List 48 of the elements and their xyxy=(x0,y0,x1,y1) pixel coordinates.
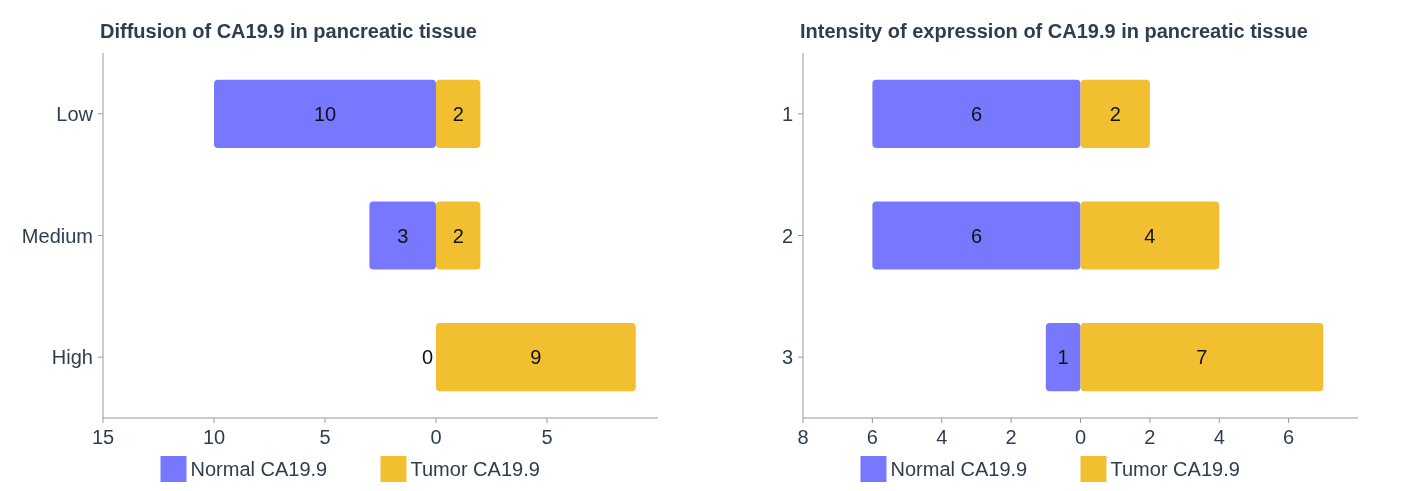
x-tick-label: 4 xyxy=(936,426,948,448)
y-tick-label: 1 xyxy=(781,102,793,125)
bar xyxy=(436,79,481,148)
legend-label: Normal CA19.9 xyxy=(890,458,1028,480)
legend-label: Normal CA19.9 xyxy=(190,458,328,480)
x-tick-label: 6 xyxy=(866,426,878,448)
chart-title: Intensity of expression of CA19.9 in pancreatic tissue xyxy=(800,20,1308,42)
data-label: 2 xyxy=(452,102,464,125)
x-tick-label: 6 xyxy=(1283,426,1295,448)
data-label: 1 xyxy=(1057,346,1069,369)
legend-label: Tumor CA19.9 xyxy=(1110,458,1240,480)
data-label: 0 xyxy=(421,346,433,369)
bar xyxy=(436,201,481,270)
y-tick-label: 2 xyxy=(781,224,793,247)
data-label: 6 xyxy=(970,102,982,125)
bar xyxy=(214,79,436,148)
bar xyxy=(436,323,636,392)
legend-label: Tumor CA19.9 xyxy=(410,458,540,480)
bar xyxy=(872,79,1081,148)
x-tick-label: 2 xyxy=(1144,426,1156,448)
y-tick-label: 3 xyxy=(781,346,793,369)
bar xyxy=(369,201,436,270)
x-tick-label: 5 xyxy=(319,426,331,448)
x-tick-label: 15 xyxy=(91,426,115,448)
data-label: 7 xyxy=(1196,346,1208,369)
chart-title: Diffusion of CA19.9 in pancreatic tissue xyxy=(100,20,477,42)
data-label: 9 xyxy=(530,346,542,369)
bar xyxy=(872,201,1081,270)
bar xyxy=(1080,323,1324,392)
x-tick-label: 0 xyxy=(1074,426,1087,448)
data-label: 2 xyxy=(452,224,464,247)
data-label: 4 xyxy=(1144,224,1156,247)
bar xyxy=(1080,201,1220,270)
x-tick-label: 10 xyxy=(202,426,226,448)
data-label: 10 xyxy=(313,102,337,125)
data-label: 2 xyxy=(1109,102,1121,125)
bar xyxy=(1045,323,1081,392)
y-tick-label: Low xyxy=(56,102,94,125)
y-tick-label: Medium xyxy=(21,224,93,247)
x-tick-label: 5 xyxy=(541,426,553,448)
data-label: 3 xyxy=(397,224,409,247)
x-tick-label: 8 xyxy=(797,426,809,448)
x-tick-label: 4 xyxy=(1213,426,1225,448)
bar xyxy=(1080,79,1150,148)
x-tick-label: 0 xyxy=(430,426,442,448)
data-label: 6 xyxy=(970,224,982,247)
y-tick-label: High xyxy=(51,346,93,369)
x-tick-label: 2 xyxy=(1005,426,1017,448)
